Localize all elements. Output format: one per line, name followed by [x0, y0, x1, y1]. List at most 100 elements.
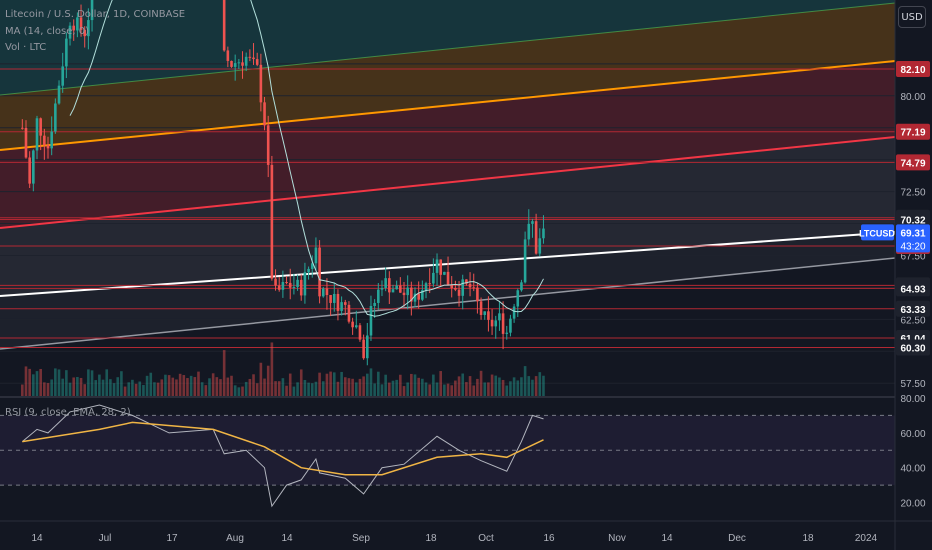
candle-body: [255, 59, 259, 65]
candle-body: [388, 278, 391, 293]
price-label-box: [896, 60, 930, 77]
candle-body: [494, 320, 498, 327]
candle-body: [292, 287, 296, 289]
volume-bar: [189, 375, 193, 396]
volume-bar: [421, 378, 424, 396]
volume-bar: [233, 385, 237, 396]
volume-bar: [219, 379, 222, 396]
volume-bar: [340, 371, 343, 396]
candle-body: [296, 279, 299, 288]
candle-body: [321, 288, 325, 297]
y-tick-label: 62.50: [900, 315, 925, 326]
symbol-legend[interactable]: Litecoin / U.S. Dollar, 1D, COINBASE: [5, 9, 186, 20]
volume-bar: [512, 377, 516, 396]
volume-bar: [138, 381, 142, 396]
candle-body: [351, 321, 354, 328]
candle-body: [76, 17, 79, 31]
volume-bar: [230, 375, 233, 396]
candle-body: [354, 325, 358, 328]
volume-bar: [21, 384, 24, 396]
candle-body: [65, 38, 68, 67]
volume-bar: [465, 382, 468, 396]
volume-bar: [28, 368, 31, 396]
ma-legend[interactable]: MA (14, close, 0): [5, 26, 90, 37]
price-label: 70.32: [896, 211, 930, 228]
volume-bar: [439, 371, 442, 396]
candle-body: [476, 287, 479, 302]
volume-bar: [255, 383, 259, 396]
volume-bar: [369, 368, 373, 396]
candle-body: [43, 135, 46, 146]
candle-body: [534, 221, 538, 254]
candle-body: [79, 17, 83, 30]
candle-body: [270, 164, 274, 279]
current-price-box: [896, 224, 930, 253]
candle-body: [428, 283, 431, 285]
volume-bar: [259, 362, 263, 396]
volume-bar: [472, 385, 476, 396]
price-label-box: [896, 154, 930, 171]
candle-body: [332, 293, 336, 303]
candle-body: [266, 125, 270, 165]
volume-bar: [490, 374, 494, 396]
candle-body: [237, 62, 241, 64]
candle-body: [340, 302, 343, 311]
candle-body: [61, 66, 64, 86]
x-tick-label: Jul: [99, 533, 112, 544]
candle-body: [512, 306, 516, 319]
x-tick-label: Sep: [352, 533, 370, 544]
volume-bar: [413, 374, 417, 396]
volume-bar: [380, 384, 384, 396]
rsi-legend[interactable]: RSI (9, close, EMA, 28, 2): [5, 407, 131, 418]
volume-bar: [35, 371, 39, 396]
price-label: 82.10: [896, 60, 930, 77]
x-tick-label: 16: [543, 533, 555, 544]
volume-bar: [432, 374, 435, 396]
candle-body: [318, 247, 321, 297]
candle-body: [54, 103, 57, 132]
volume-bar: [76, 376, 79, 396]
volume-bar: [182, 375, 186, 396]
volume-bar: [410, 373, 413, 396]
volume-bar: [435, 382, 439, 396]
candle-body: [461, 279, 465, 296]
volume-legend[interactable]: Vol · LTC: [5, 42, 47, 53]
candle-body: [310, 263, 314, 269]
candle-body: [439, 259, 442, 275]
candle-body: [329, 295, 332, 303]
volume-bar: [505, 385, 509, 396]
fan-zone-2: [0, 61, 895, 228]
volume-bar: [123, 386, 127, 396]
volume-bar: [362, 376, 365, 396]
candle-body: [377, 289, 380, 303]
volume-bar: [270, 342, 274, 396]
volume-bar: [288, 373, 292, 396]
volume-bar: [94, 380, 98, 396]
candle-body: [454, 288, 457, 290]
candle-body: [435, 259, 439, 273]
price-label-box: [896, 123, 930, 140]
volume-bar: [208, 378, 211, 396]
candle-body: [28, 157, 31, 184]
volume-bar: [343, 377, 347, 396]
volume-bar: [109, 379, 112, 396]
candle-body: [274, 278, 277, 286]
volume-bar: [101, 379, 105, 396]
candle-body: [222, 0, 226, 51]
candle-body: [226, 50, 230, 61]
volume-bar: [443, 384, 446, 396]
volume-bar: [377, 371, 380, 396]
volume-bar: [457, 376, 461, 396]
volume-bar: [314, 381, 318, 396]
y-tick-label: 80.00: [900, 92, 925, 103]
volume-bar: [211, 373, 215, 396]
volume-bar: [406, 382, 409, 396]
candle-body: [24, 127, 28, 158]
volume-bar: [83, 384, 87, 396]
currency-button[interactable]: USD: [898, 6, 926, 28]
candle-body: [501, 313, 505, 334]
volume-bar: [391, 380, 395, 396]
trend-line-gray: [0, 257, 896, 350]
volume-bar: [54, 368, 57, 396]
